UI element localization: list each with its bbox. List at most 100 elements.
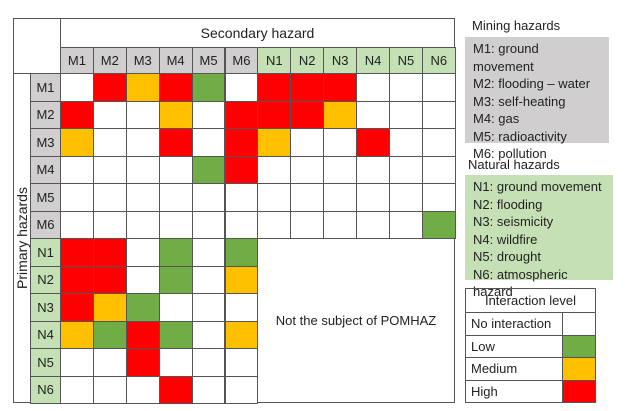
matrix-cell-m4-n4: [356, 155, 390, 184]
interaction-level-label: High: [465, 379, 563, 403]
column-label-n5: N5: [389, 47, 423, 74]
matrix-cell-m1-m4: [158, 73, 193, 102]
row-header-cell: Primary hazards: [13, 73, 31, 403]
column-label-m1: M1: [60, 47, 94, 74]
natural-legend-item: N5: drought: [473, 249, 541, 264]
matrix-cell-m4-m4: [158, 155, 193, 184]
interaction-level-swatch: [562, 379, 596, 403]
matrix-cell-m3-n1: [257, 128, 292, 157]
matrix-cell-n4-m5: [191, 320, 226, 349]
matrix-cell-m3-n2: [290, 128, 325, 157]
matrix-cell-m5-n2: [290, 183, 325, 212]
matrix-cell-m4-n2: [290, 155, 325, 184]
mining-legend-item: M2: flooding – water: [473, 76, 591, 91]
matrix-cell-m4-m5: [191, 155, 226, 184]
matrix-cell-n3-m3: [125, 293, 160, 322]
matrix-cell-m2-n5: [389, 100, 423, 129]
matrix-cell-n3-m5: [191, 293, 226, 322]
matrix-cell-n5-m4: [158, 348, 193, 377]
matrix-cell-m1-m2: [92, 73, 127, 102]
natural-legend-item: N1: ground movement: [473, 179, 602, 194]
matrix-cell-m3-n6: [421, 128, 456, 157]
matrix-cell-m6-n5: [389, 210, 423, 239]
row-label-n6: N6: [30, 375, 61, 404]
matrix-cell-n6-m3: [125, 375, 160, 404]
interaction-level-swatch: [562, 357, 596, 381]
matrix-cell-m5-n3: [323, 183, 358, 212]
matrix-cell-m5-m1: [60, 183, 94, 212]
matrix-cell-m5-n5: [389, 183, 423, 212]
column-label-n6: N6: [421, 47, 456, 74]
interaction-legend-title: Interaction level: [465, 288, 596, 313]
mining-legend-item: M6: pollution: [473, 146, 547, 161]
matrix-cell-n2-m6: [224, 265, 259, 294]
matrix-cell-n2-m2: [92, 265, 127, 294]
row-label-n2: N2: [30, 265, 61, 294]
column-label-n3: N3: [323, 47, 358, 74]
matrix-cell-n4-m3: [125, 320, 160, 349]
matrix-cell-m2-m6: [224, 100, 259, 129]
natural-legend-item: N6: atmospheric hazard: [473, 266, 568, 300]
column-label-m2: M2: [92, 47, 127, 74]
matrix-cell-m1-n5: [389, 73, 423, 102]
matrix-cell-n5-m1: [60, 348, 94, 377]
matrix-cell-m4-m3: [125, 155, 160, 184]
matrix-cell-m2-m4: [158, 100, 193, 129]
natural-legend-title: Natural hazards: [468, 157, 560, 172]
matrix-cell-n3-m4: [158, 293, 193, 322]
matrix-cell-n1-m3: [125, 238, 160, 267]
matrix-cell-m2-n4: [356, 100, 390, 129]
matrix-cell-m3-m5: [191, 128, 226, 157]
natural-legend-item: N3: seismicity: [473, 214, 554, 229]
mining-legend-item: M3: self-heating: [473, 93, 566, 109]
matrix-cell-m6-n3: [323, 210, 358, 239]
matrix-cell-n3-m2: [92, 293, 127, 322]
matrix-cell-m5-n6: [421, 183, 456, 212]
natural-legend-item: N4: wildfire: [473, 231, 538, 247]
matrix-cell-n2-m5: [191, 265, 226, 294]
matrix-cell-n2-m3: [125, 265, 160, 294]
matrix-cell-m4-n1: [257, 155, 292, 184]
row-label-n4: N4: [30, 320, 61, 349]
matrix-cell-m4-m1: [60, 155, 94, 184]
column-label-n4: N4: [356, 47, 390, 74]
matrix-cell-m3-m3: [125, 128, 160, 157]
matrix-cell-m1-n4: [356, 73, 390, 102]
column-label-m4: M4: [158, 47, 193, 74]
row-label-n3: N3: [30, 293, 61, 322]
matrix-cell-m5-n4: [356, 183, 390, 212]
matrix-cell-m4-n6: [421, 155, 456, 184]
matrix-cell-m1-n3: [323, 73, 358, 102]
matrix-cell-n2-m4: [158, 265, 193, 294]
row-label-m4: M4: [30, 155, 61, 184]
matrix-cell-m4-n5: [389, 155, 423, 184]
matrix-cell-m1-n2: [290, 73, 325, 102]
matrix-cell-m3-m2: [92, 128, 127, 157]
column-header: Secondary hazard: [60, 18, 455, 48]
matrix-cell-n5-m5: [191, 348, 226, 377]
matrix-cell-m3-m4: [158, 128, 193, 157]
matrix-cell-n4-m2: [92, 320, 127, 349]
row-label-m6: M6: [30, 210, 61, 239]
row-label-n5: N5: [30, 348, 61, 377]
mining-legend-item: M4: gas: [473, 111, 520, 126]
matrix-cell-n1-m4: [158, 238, 193, 267]
matrix-cell-m6-m5: [191, 210, 226, 239]
matrix-cell-n6-m4: [158, 375, 193, 404]
matrix-cell-m5-m5: [191, 183, 226, 212]
matrix-cell-m5-m6: [224, 183, 259, 212]
row-header: Primary hazards: [14, 187, 31, 289]
matrix-cell-m2-m2: [92, 100, 127, 129]
row-label-n1: N1: [30, 238, 61, 267]
matrix-cell-m2-n1: [257, 100, 292, 129]
interaction-level-swatch: [562, 312, 596, 336]
matrix-cell-n6-m5: [191, 375, 226, 404]
matrix-cell-m3-n5: [389, 128, 423, 157]
matrix-cell-m5-m3: [125, 183, 160, 212]
row-label-m5: M5: [30, 183, 61, 212]
column-label-n1: N1: [257, 47, 292, 74]
matrix-cell-m3-m1: [60, 128, 94, 157]
matrix-cell-m1-n6: [421, 73, 456, 102]
matrix-cell-n1-m5: [191, 238, 226, 267]
natural-legend: N1: ground movement N2: flooding N3: seism…: [465, 175, 613, 299]
